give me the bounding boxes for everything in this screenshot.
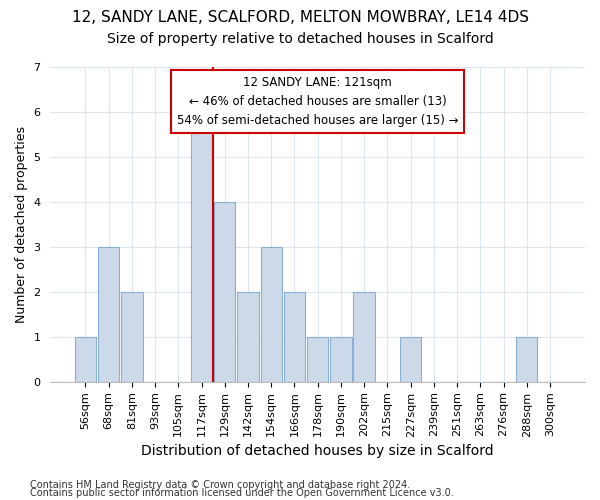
Bar <box>121 292 143 382</box>
Bar <box>191 112 212 382</box>
Bar <box>330 336 352 382</box>
Text: 12 SANDY LANE: 121sqm
← 46% of detached houses are smaller (13)
54% of semi-deta: 12 SANDY LANE: 121sqm ← 46% of detached … <box>177 76 458 127</box>
Text: Contains public sector information licensed under the Open Government Licence v3: Contains public sector information licen… <box>30 488 454 498</box>
Bar <box>516 336 538 382</box>
Bar <box>307 336 328 382</box>
Text: Size of property relative to detached houses in Scalford: Size of property relative to detached ho… <box>107 32 493 46</box>
Y-axis label: Number of detached properties: Number of detached properties <box>15 126 28 322</box>
Text: 12, SANDY LANE, SCALFORD, MELTON MOWBRAY, LE14 4DS: 12, SANDY LANE, SCALFORD, MELTON MOWBRAY… <box>71 10 529 25</box>
Bar <box>353 292 375 382</box>
Bar <box>98 246 119 382</box>
X-axis label: Distribution of detached houses by size in Scalford: Distribution of detached houses by size … <box>142 444 494 458</box>
Bar <box>214 202 235 382</box>
Bar <box>75 336 96 382</box>
Text: Contains HM Land Registry data © Crown copyright and database right 2024.: Contains HM Land Registry data © Crown c… <box>30 480 410 490</box>
Bar <box>400 336 421 382</box>
Bar <box>238 292 259 382</box>
Bar <box>260 246 282 382</box>
Bar <box>284 292 305 382</box>
